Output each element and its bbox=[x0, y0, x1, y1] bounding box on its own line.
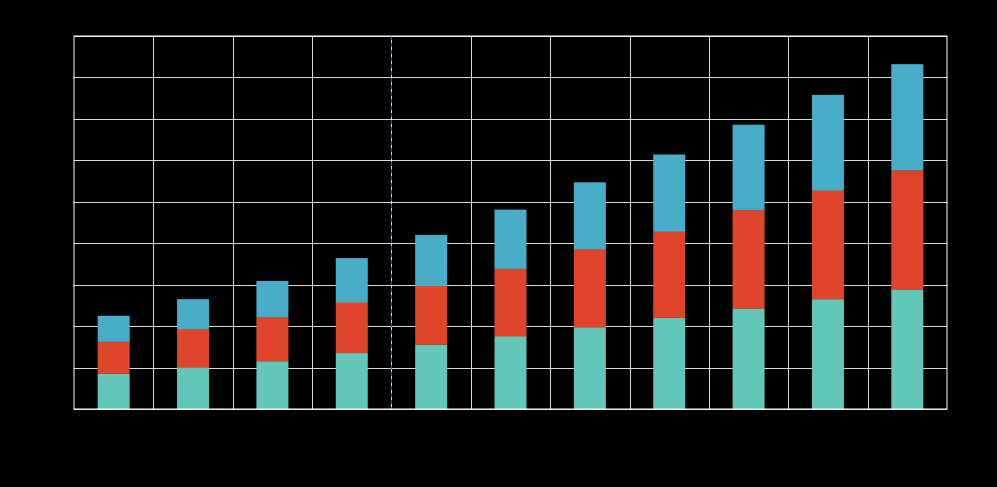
bar-segment-1-series-3 bbox=[97, 315, 130, 342]
bar-segment-2-series-2 bbox=[177, 329, 210, 368]
bar-segment-3-series-3 bbox=[256, 280, 289, 318]
bar-segment-7-series-2 bbox=[573, 249, 606, 328]
bar-segment-8-series-3 bbox=[653, 154, 686, 232]
bar-segment-7-series-3 bbox=[573, 182, 606, 250]
bar-segment-10-series-1 bbox=[811, 299, 844, 409]
bar-segment-6-series-2 bbox=[494, 268, 527, 337]
bar-layer bbox=[97, 64, 924, 409]
bar-segment-10-series-2 bbox=[811, 190, 844, 300]
bar-segment-11-series-1 bbox=[891, 289, 924, 409]
bar-segment-10-series-3 bbox=[811, 94, 844, 191]
bar-segment-4-series-3 bbox=[335, 258, 368, 303]
bar-segment-11-series-2 bbox=[891, 170, 924, 290]
bar-segment-3-series-1 bbox=[256, 361, 289, 409]
bar-segment-11-series-3 bbox=[891, 64, 924, 171]
bar-segment-6-series-1 bbox=[494, 336, 527, 409]
bar-segment-1-series-1 bbox=[97, 373, 130, 409]
bar-segment-4-series-2 bbox=[335, 302, 368, 354]
plot-frame bbox=[73, 35, 948, 410]
bar-segment-7-series-1 bbox=[573, 327, 606, 409]
bar-segment-5-series-1 bbox=[415, 344, 448, 409]
bar-segment-4-series-1 bbox=[335, 353, 368, 409]
bar-segment-2-series-1 bbox=[177, 367, 210, 409]
bar-segment-2-series-3 bbox=[177, 299, 210, 330]
bar-segment-9-series-3 bbox=[732, 124, 765, 211]
bar-segment-5-series-2 bbox=[415, 285, 448, 345]
bar-segment-5-series-3 bbox=[415, 234, 448, 286]
bar-segment-9-series-1 bbox=[732, 308, 765, 409]
bar-segment-3-series-2 bbox=[256, 317, 289, 362]
bar-segment-6-series-3 bbox=[494, 209, 527, 269]
bar-segment-8-series-1 bbox=[653, 317, 686, 409]
bar-segment-1-series-2 bbox=[97, 341, 130, 374]
bar-segment-9-series-2 bbox=[732, 210, 765, 309]
bar-segment-8-series-2 bbox=[653, 231, 686, 318]
